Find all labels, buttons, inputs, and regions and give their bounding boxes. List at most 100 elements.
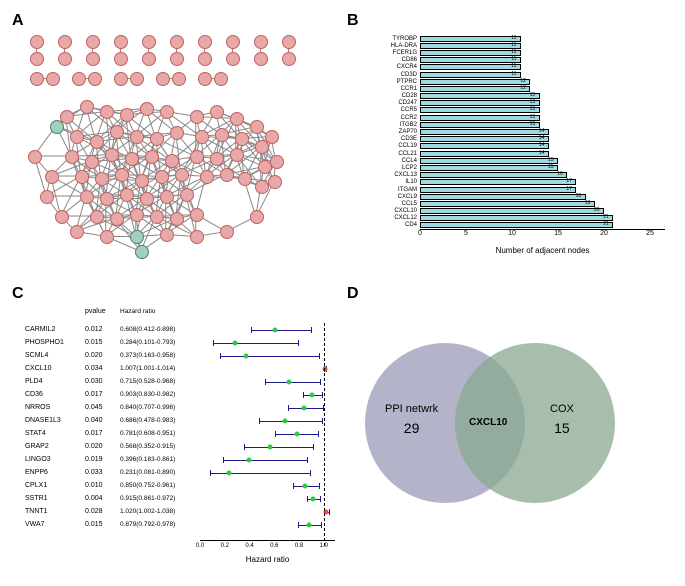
network-node bbox=[28, 150, 42, 164]
forest-ref-line bbox=[324, 323, 325, 546]
bar-row: CXCL1020 bbox=[365, 208, 665, 215]
bar-value: 13 bbox=[530, 114, 536, 120]
bar-label: CD4 bbox=[365, 222, 420, 228]
bar-row: CCR112 bbox=[365, 85, 665, 92]
network-node bbox=[80, 190, 94, 204]
network-node bbox=[114, 52, 128, 66]
forest-gene: GRAP2 bbox=[25, 443, 85, 450]
bar bbox=[420, 79, 530, 85]
hr-marker bbox=[294, 431, 299, 436]
network-node bbox=[195, 130, 209, 144]
bar-row: CCL415 bbox=[365, 157, 665, 164]
bar-value: 17 bbox=[566, 178, 572, 184]
bar-value: 13 bbox=[530, 99, 536, 105]
network-node bbox=[156, 72, 170, 86]
panel-d-venn: D PPI netwrk 29 CXCL10 COX 15 bbox=[345, 283, 675, 576]
network-node bbox=[210, 105, 224, 119]
panel-c-label: C bbox=[12, 285, 24, 303]
ci-cap bbox=[310, 470, 311, 476]
forest-ci-plot bbox=[200, 505, 335, 518]
bar-row: ZAP7014 bbox=[365, 128, 665, 135]
forest-ci-plot bbox=[200, 479, 335, 492]
ci-cap bbox=[318, 431, 319, 437]
ci-cap bbox=[251, 327, 252, 333]
network-node bbox=[72, 72, 86, 86]
forest-pvalue: 0.015 bbox=[85, 521, 120, 528]
forest-ci-plot bbox=[200, 349, 335, 362]
network-node bbox=[215, 128, 229, 142]
network-node bbox=[198, 72, 212, 86]
bar bbox=[420, 50, 521, 56]
ci-line bbox=[265, 382, 319, 383]
network-node bbox=[114, 72, 128, 86]
bar-row: CCL1914 bbox=[365, 143, 665, 150]
forest-ci-plot bbox=[200, 388, 335, 401]
bar bbox=[420, 136, 549, 142]
bar-row: ITGAM17 bbox=[365, 186, 665, 193]
network-node bbox=[226, 52, 240, 66]
network-node bbox=[50, 120, 64, 134]
venn-intersect-label: CXCL10 bbox=[469, 417, 507, 428]
hr-marker bbox=[306, 522, 311, 527]
bar-label: HLA-DRA bbox=[365, 43, 420, 49]
venn-right-label: COX 15 bbox=[550, 403, 574, 436]
bar bbox=[420, 151, 549, 157]
forest-hr-text: 0.840(0.707-0.996) bbox=[120, 404, 200, 411]
forest-ci-plot bbox=[200, 518, 335, 531]
network-node bbox=[86, 52, 100, 66]
bar-label: CD3D bbox=[365, 72, 420, 78]
forest-pvalue: 0.012 bbox=[85, 326, 120, 333]
ci-cap bbox=[210, 470, 211, 476]
forest-ci-plot bbox=[200, 375, 335, 388]
bar-row: CXCL1221 bbox=[365, 215, 665, 222]
forest-gene: SCML4 bbox=[25, 352, 85, 359]
bar-row: CD2813 bbox=[365, 93, 665, 100]
network-node bbox=[175, 168, 189, 182]
network-node bbox=[170, 52, 184, 66]
forest-gene: VWA7 bbox=[25, 521, 85, 528]
bar bbox=[420, 115, 540, 121]
forest-tick: 0.0 bbox=[196, 543, 204, 549]
network-node bbox=[40, 190, 54, 204]
network-node bbox=[170, 126, 184, 140]
network-node bbox=[85, 155, 99, 169]
bar-value: 14 bbox=[539, 142, 545, 148]
forest-pvalue: 0.004 bbox=[85, 495, 120, 502]
forest-ci-plot bbox=[200, 427, 335, 440]
network-node bbox=[105, 148, 119, 162]
hr-marker bbox=[233, 340, 238, 345]
forest-pvalue: 0.045 bbox=[85, 404, 120, 411]
ci-line bbox=[213, 343, 299, 344]
forest-ci-plot bbox=[200, 453, 335, 466]
forest-row: SSTR10.0040.915(0.861-0.972) bbox=[25, 492, 335, 505]
network-node bbox=[210, 152, 224, 166]
panel-b-barchart: B TYROBP11HLA-DRA11FCER1G11CD8611CXCR411… bbox=[345, 10, 675, 278]
bar bbox=[420, 222, 613, 228]
ci-line bbox=[220, 356, 318, 357]
ci-cap bbox=[303, 392, 304, 398]
network-node bbox=[170, 212, 184, 226]
forest-hr-text: 0.903(0.830-0.982) bbox=[120, 391, 200, 398]
network-node bbox=[220, 168, 234, 182]
network-node bbox=[140, 192, 154, 206]
bar-row: CCR213 bbox=[365, 114, 665, 121]
bar-label: CCL21 bbox=[365, 151, 420, 157]
forest-ci-plot bbox=[200, 414, 335, 427]
network-node bbox=[86, 35, 100, 49]
bar bbox=[420, 194, 586, 200]
network-node bbox=[282, 52, 296, 66]
bar-value: 13 bbox=[530, 106, 536, 112]
ci-cap bbox=[298, 522, 299, 528]
forest-pvalue: 0.017 bbox=[85, 391, 120, 398]
bar-row: CD3E14 bbox=[365, 136, 665, 143]
ci-cap bbox=[293, 483, 294, 489]
bar bbox=[420, 72, 521, 78]
network-node bbox=[58, 35, 72, 49]
venn-right-count: 15 bbox=[550, 420, 574, 436]
ci-cap bbox=[321, 522, 322, 528]
ci-cap bbox=[307, 496, 308, 502]
network-node bbox=[114, 35, 128, 49]
bar-label: CD3E bbox=[365, 136, 420, 142]
ci-cap bbox=[319, 353, 320, 359]
forest-row: PHOSPHO10.0150.284(0.101-0.793) bbox=[25, 336, 335, 349]
